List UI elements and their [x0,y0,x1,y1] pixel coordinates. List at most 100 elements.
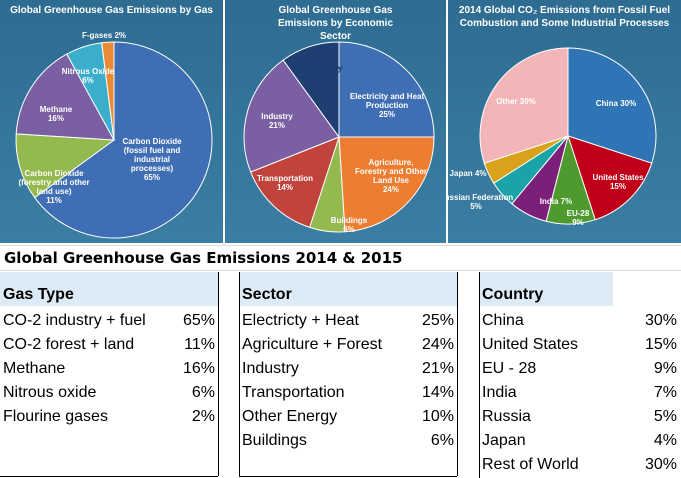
row-value: 15% [644,336,677,353]
table-row: Japan 4% [479,429,681,453]
pie-label-united-states: United States 15% [592,173,644,191]
gas-table: Gas Type CO-2 industry + fuel 65% CO-2 for… [0,272,218,478]
row-value: 21% [421,360,454,377]
row-name: Agriculture + Forest [242,336,383,353]
row-name: Flourine gases [3,408,108,425]
row-name: Russia [482,408,531,425]
pie-slice-agriculture-forestry-and-other-land-use [338,136,435,233]
pie-label-electricity-and-heat-production: Electricity and Heat Production 25% [350,92,425,119]
table-border [218,272,219,476]
row-name: Industry [242,360,299,377]
row-value: 2% [191,408,215,425]
pie-label-agriculture-forestry-and-other-land-use: Agriculture, Forestry and Other Land Use 24… [355,158,427,194]
pie-slice-electricity-and-heat-production [338,41,435,138]
pie-slice-methane [15,53,115,141]
row-name: United States [482,336,579,353]
row-value: 30% [644,312,677,329]
pie-label-carbon-dioxide: Carbon Dioxide (fossil fuel and industrial… [122,137,182,182]
pie-slice-other-energy [282,41,340,139]
row-value: 24% [421,336,454,353]
table-row: EU - 28 9% [479,357,681,381]
table-row: Other Energy 10% [239,405,457,429]
pie-slice-f-gases [101,41,115,141]
pie-slice-carbon-dioxide [15,133,116,199]
table-border [239,476,457,477]
table-row: Flourine gases 2% [0,405,218,429]
row-value: 9% [653,360,677,377]
row-value: 4% [653,432,677,449]
table-row: Electricty + Heat 25% [239,309,457,333]
pie-label-nitrous-oxide: Nitrous Oxide 6% [62,67,115,85]
table-row: China 30% [479,309,681,333]
pie-chart-by-gas: Carbon Dioxide (fossil fuel and industrial… [15,31,213,239]
pie-label-other: Other 30% [496,97,536,106]
pie-label-industry: Industry 21% [261,112,293,130]
table-row: Nitrous oxide 6% [0,381,218,405]
pie-label-eu-28: EU-28 9% [567,209,590,227]
row-name: Other Energy [242,408,338,425]
chart-title-by-country: 2014 Global CO₂ Emissions from Fossil Fu… [458,5,671,29]
country-table-header: Country [479,272,613,306]
row-name: Japan [482,432,526,449]
pie-slice-carbon-dioxide [34,41,213,239]
table-row: Agriculture + Forest 24% [239,333,457,357]
row-name: CO-2 forest + land [3,336,135,353]
sector-table: Sector Electricty + Heat 25% Agriculture +… [239,272,457,478]
table-border [479,272,480,478]
table-border [239,272,240,476]
chart-panel-by-gas: Global Greenhouse Gas Emissions by Gas C… [0,0,225,243]
row-name: Transportation [242,384,345,401]
row-name: Rest of World [482,456,579,473]
chart-panel-by-sector: Global Greenhouse Gas Emissions by Econo… [225,0,448,243]
table-row: United States 15% [479,333,681,357]
row-value: 25% [421,312,454,329]
pie-label-buildings: Buildings 6% [331,216,368,234]
table-row: Industry 21% [239,357,457,381]
pie-slice-industry [243,59,340,173]
table-row: Rest of World 30% [479,453,681,477]
row-value: 14% [421,384,454,401]
table-row: Methane 16% [0,357,218,381]
grid-line [0,245,681,246]
pie-slice-other [479,47,569,164]
table-border [0,476,218,477]
row-name: EU - 28 [482,360,537,377]
row-value: 6% [430,432,454,449]
table-row: CO-2 forest + land 11% [0,333,218,357]
chart-title-by-sector: Global Greenhouse Gas Emissions by Econo… [277,5,394,42]
table-row: CO-2 industry + fuel 65% [0,309,218,333]
table-row: India 7% [479,381,681,405]
pie-label-transportation: Transportation 14% [257,174,313,192]
row-name: Buildings [242,432,307,449]
pie-label-india: India 7% [540,197,572,206]
pie-label-japan: Japan 4% [450,169,487,178]
row-value: 6% [191,384,215,401]
row-value: 16% [182,360,215,377]
row-name: Nitrous oxide [3,384,97,401]
row-value: 11% [184,336,215,353]
chart-title-by-gas: Global Greenhouse Gas Emissions by Gas [10,5,213,16]
row-name: Methane [3,360,66,377]
pie-slice-china [567,47,657,164]
table-row: Buildings 6% [239,429,457,453]
row-value: 10% [421,408,454,425]
country-table: Country China 30% United States 15% EU - 28 9… [479,272,681,478]
pie-slice-united-states [567,135,653,221]
pie-label-carbon-dioxide: Carbon Dioxide (forestry and other land us… [18,169,89,205]
pie-label-f-gases: F-gases 2% [82,31,126,40]
pie-chart-by-sector: Electricity and Heat Production 25% Agricul… [243,41,435,234]
row-name: Electricty + Heat [242,312,359,329]
table-row: Russia 5% [479,405,681,429]
table-border [457,272,458,476]
pie-label-methane: Methane 16% [40,105,73,123]
row-name: CO-2 industry + fuel [3,312,146,329]
row-name: China [482,312,524,329]
table-row: Transportation 14% [239,381,457,405]
row-name: India [482,384,517,401]
pie-label-other-energy: Other Energy 10% [292,64,343,82]
pie-slice-transportation [250,136,340,228]
pie-label-china: China 30% [596,99,636,108]
pie-chart-by-country: China 30% United States 15%EU-28 9% India 7%… [448,47,657,227]
table-title: Global Greenhouse Gas Emissions 2014 & 2… [4,249,403,267]
